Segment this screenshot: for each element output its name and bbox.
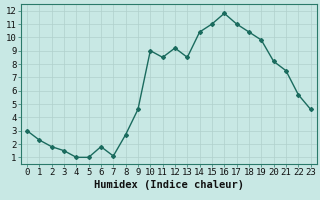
X-axis label: Humidex (Indice chaleur): Humidex (Indice chaleur): [94, 180, 244, 190]
